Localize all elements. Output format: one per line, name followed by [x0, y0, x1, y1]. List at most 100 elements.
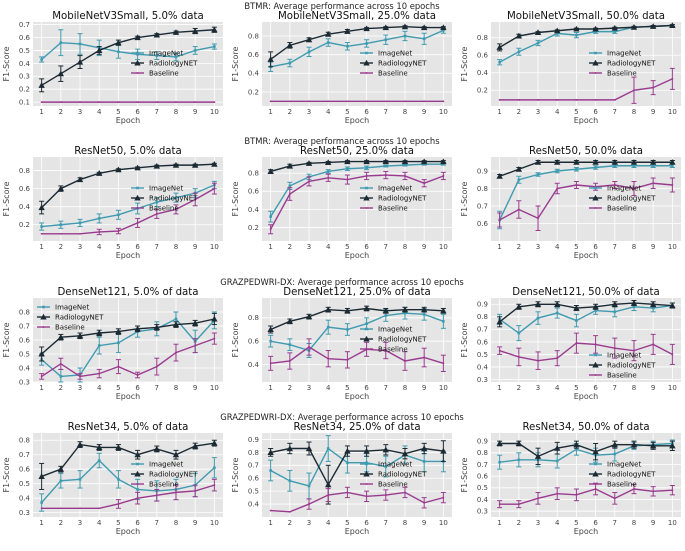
data-point	[40, 375, 43, 378]
data-point	[669, 159, 676, 165]
legend: ImageNet RadiologyNET Baseline	[131, 185, 198, 213]
group-title-btmr-1: BTMR: Average performance across 10 epoc…	[244, 1, 439, 11]
data-point	[649, 442, 657, 449]
series-line-radiologynet	[270, 447, 444, 487]
legend-marker	[594, 72, 597, 74]
data-point	[40, 58, 43, 61]
x-axis-label: Epoch	[574, 116, 599, 125]
x-tick-label: 9	[422, 519, 426, 527]
series-line-radiologynet	[41, 442, 215, 478]
x-tick-label: 5	[345, 384, 349, 392]
panel-title: DenseNet121, 5.0% of data	[57, 287, 198, 298]
data-point	[401, 306, 409, 313]
data-point	[592, 159, 599, 165]
data-point	[420, 306, 428, 313]
data-point	[136, 53, 139, 56]
data-point	[98, 231, 101, 233]
data-point	[611, 159, 618, 165]
x-tick-label: 1	[39, 243, 43, 251]
series-baseline	[269, 100, 445, 103]
data-point	[269, 215, 272, 218]
x-tick-label: 5	[116, 108, 120, 116]
data-point	[649, 23, 657, 29]
x-tick-label: 9	[651, 519, 655, 527]
series-line-imagenet	[41, 184, 215, 228]
series-radiologynet	[267, 305, 447, 334]
data-point	[194, 101, 196, 103]
y-tick-label: 0.8	[477, 313, 488, 321]
data-point	[594, 309, 597, 312]
x-axis-label: Epoch	[345, 527, 370, 536]
data-point	[307, 484, 311, 488]
series-line-baseline	[270, 174, 444, 230]
y-tick-label: 0.4	[248, 206, 260, 214]
data-point	[498, 460, 501, 464]
data-point	[363, 447, 370, 454]
data-point	[442, 175, 445, 177]
series-line-imagenet	[270, 312, 444, 352]
series-line-imagenet	[41, 318, 215, 378]
x-tick-label: 3	[536, 384, 540, 392]
x-tick-label: 9	[651, 384, 655, 392]
x-tick-label: 3	[307, 108, 311, 116]
series-line-baseline	[270, 491, 444, 513]
legend-marker	[594, 374, 597, 376]
data-point	[384, 38, 388, 42]
data-point	[537, 99, 539, 101]
panel-1: 0.1 0.2 0.3 0.4 0.5 0.6 0.7 1 2 3 4 5 6 7 8 9 10 MobileNe…	[2, 11, 223, 125]
data-point	[96, 329, 103, 336]
x-tick-label: 1	[268, 384, 272, 392]
data-point	[363, 25, 370, 32]
data-point	[422, 460, 426, 463]
data-point	[401, 158, 409, 165]
series-baseline	[268, 170, 446, 235]
data-point	[517, 178, 521, 182]
group-title-grazpedwri-1: GRAZPEDWRI-DX: Average performance acros…	[220, 277, 464, 287]
data-point	[326, 325, 330, 329]
y-axis-label: F1-Score	[2, 181, 11, 216]
data-point	[289, 100, 291, 103]
data-point	[575, 448, 578, 451]
legend-marker	[363, 59, 370, 66]
y-axis-label: F1-Score	[231, 46, 240, 81]
data-point	[575, 167, 578, 171]
series-imagenet	[39, 180, 217, 231]
data-point	[194, 198, 196, 201]
y-tick-label: 0.4	[477, 363, 489, 371]
data-point	[534, 29, 542, 36]
data-point	[515, 166, 523, 172]
panel-title: ResNet34, 25.0% of data	[293, 422, 420, 433]
data-point	[213, 45, 216, 48]
y-tick-label: 0.2	[248, 224, 259, 232]
data-point	[59, 41, 63, 44]
data-point	[269, 100, 272, 103]
y-axis-label: F1-Score	[2, 46, 11, 81]
y-tick-label: 0.4	[19, 60, 31, 68]
data-point	[630, 299, 638, 306]
y-tick-label: 0.6	[248, 475, 260, 483]
data-point	[382, 158, 389, 165]
data-point	[556, 492, 559, 495]
data-point	[613, 184, 616, 186]
x-tick-label: 8	[174, 243, 178, 251]
data-point	[365, 100, 368, 103]
data-point	[174, 55, 178, 59]
data-point	[194, 344, 196, 347]
x-tick-label: 7	[384, 108, 388, 116]
x-tick-label: 7	[384, 243, 388, 251]
data-point	[175, 208, 177, 211]
data-point	[115, 166, 122, 173]
data-point	[649, 301, 657, 307]
data-point	[344, 158, 351, 165]
data-point	[288, 343, 292, 346]
x-tick-label: 1	[39, 519, 43, 527]
y-tick-label: 0.6	[19, 185, 31, 193]
legend-label: Baseline	[607, 481, 637, 489]
data-point	[269, 362, 272, 365]
data-point	[498, 60, 501, 64]
y-tick-label: 0.6	[248, 338, 260, 346]
legend: ImageNet RadiologyNET Baseline	[360, 50, 427, 78]
data-point	[403, 311, 407, 315]
data-point	[537, 497, 539, 500]
x-tick-label: 9	[651, 108, 655, 116]
